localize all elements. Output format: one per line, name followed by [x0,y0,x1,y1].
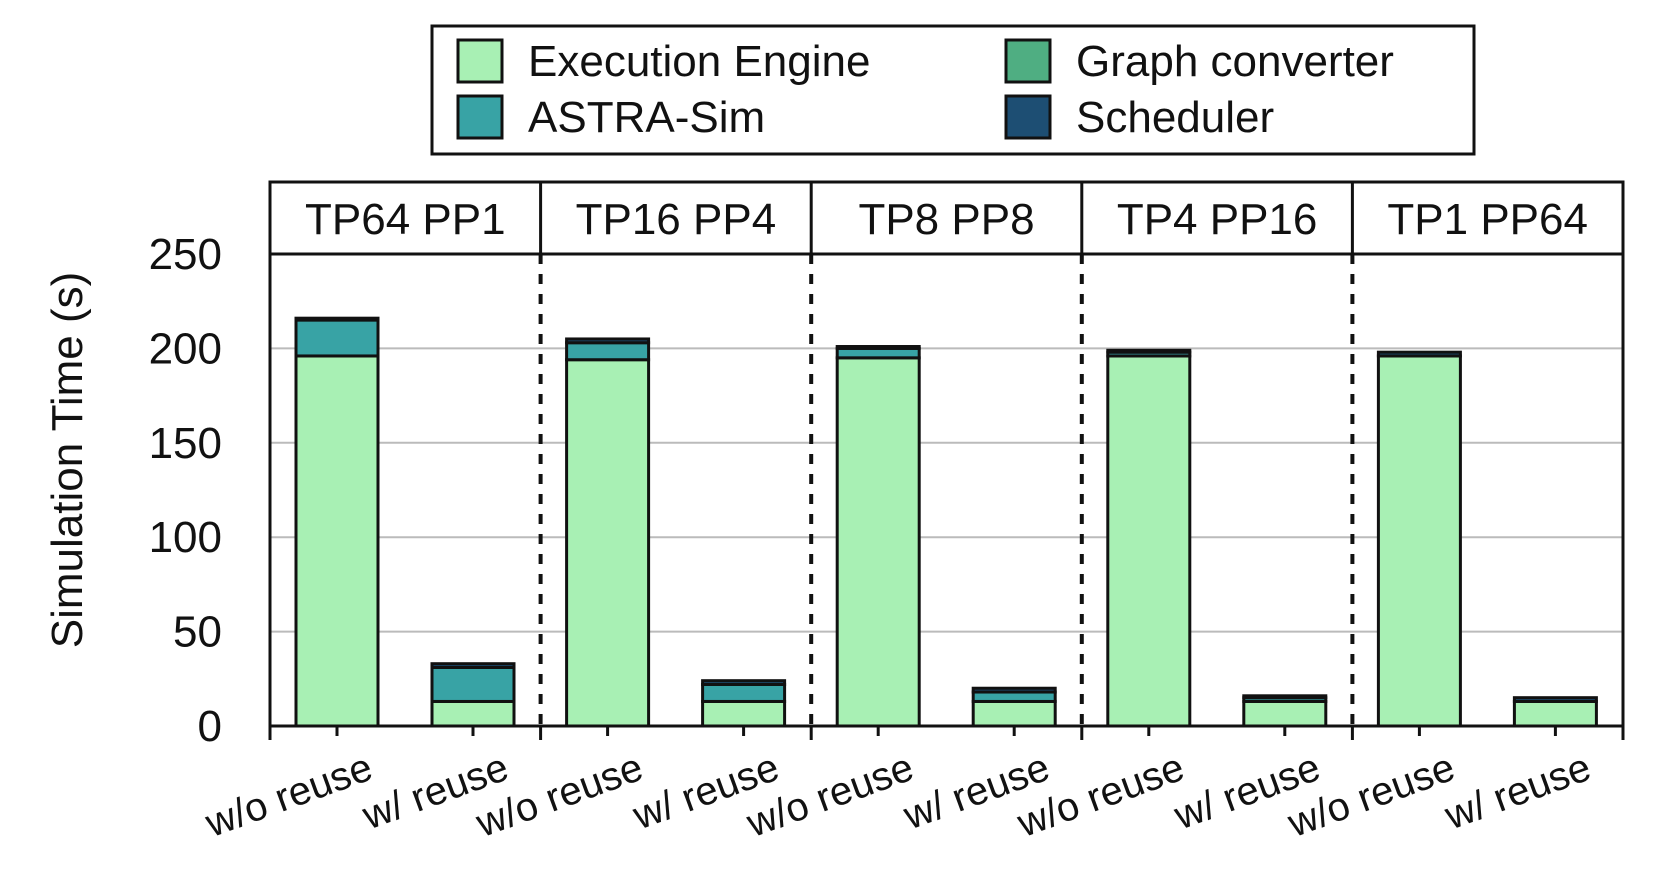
bar-segment [565,358,651,728]
plot-frame: TP64 PP1 TP16 PP4 TP8 PP8 TP4 PP16 TP1 PP64 [268,180,1625,728]
bar-segment [701,679,787,686]
bar-segment [1376,350,1462,358]
y-axis: 0 50 100 150 200 250 [149,230,222,751]
x-tick-label: w/ reuse [1438,745,1596,838]
y-tick-label: 200 [149,324,222,373]
bar-segment [835,356,921,728]
bar-segment [701,682,787,703]
y-tick-label: 100 [149,513,222,562]
bars [294,316,1598,728]
y-tick-label: 0 [198,702,222,751]
bar-segment [565,341,651,362]
bar-segment [1106,348,1192,354]
bar-segment [430,662,516,669]
bar-segment [1106,354,1192,728]
bar-segment [1242,694,1328,700]
bar-segment [971,686,1057,694]
bar-segment [971,699,1057,728]
legend-label: Graph converter [1076,37,1394,86]
y-tick-label: 250 [149,230,222,279]
legend-label: ASTRA-Sim [528,93,765,142]
bar-segment [430,665,516,703]
bar-segment [565,337,651,345]
bar-segment [1376,354,1462,728]
legend-label: Scheduler [1076,93,1274,142]
bar-segment [835,345,921,350]
panel-header-label: TP4 PP16 [1117,195,1318,244]
y-tick-label: 50 [173,608,222,657]
panel-header-label: TP16 PP4 [576,195,777,244]
bar-segment [294,354,380,728]
panel-header-label: TP8 PP8 [858,195,1034,244]
bar-segment [1512,699,1598,728]
legend: Execution Engine Graph converter ASTRA-Sim… [430,24,1476,156]
panel-header-label: TP64 PP1 [305,195,506,244]
bar-segment [430,699,516,728]
bar-segment [294,318,380,358]
legend-box [430,24,1476,156]
bar-segment [1242,699,1328,728]
legend-label: Execution Engine [528,37,870,86]
bar-segment [294,316,380,322]
panel-header-frame [268,180,1625,256]
y-axis-label: Simulation Time (s) [43,272,92,649]
panel-header-label: TP1 PP64 [1387,195,1588,244]
legend-swatch [456,94,504,140]
bar-segment [701,699,787,728]
legend-swatch [1004,94,1052,140]
legend-swatch [1004,38,1052,84]
y-tick-label: 150 [149,419,222,468]
bar-segment [1512,696,1598,703]
x-tick-label: w/o reuse [199,745,378,846]
legend-swatch [456,38,504,84]
